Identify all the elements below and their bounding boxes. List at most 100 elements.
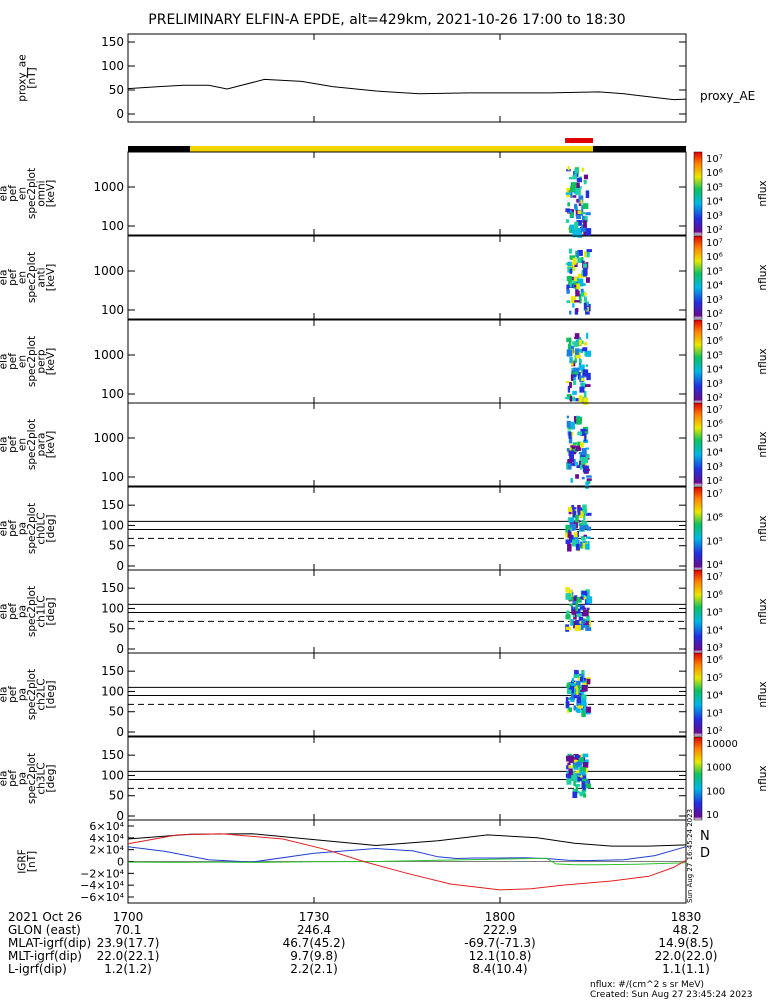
spec-panel-para-spec-pixel-68 [570,478,573,483]
spec-panel-anti-spec-pixel-9 [572,303,575,308]
pa-panel-ch0LC-spec-pixel-54 [579,525,584,532]
pa-panel-ch3LC-cbar-tick-3: 10 [706,810,719,821]
proxy-ae-line [127,78,687,101]
pa-panel-ch1LC-spec-pixel-69 [565,593,572,600]
pa-panel-ch1LC-spec-pixel-36 [583,596,588,600]
spec-panel-perp-spec-pixel-3 [565,381,570,384]
spec-panel-perp-yticklabel-0: 1000 [93,348,124,362]
spec-panel-anti-spec-pixel-57 [576,251,580,259]
spec-panel-para-ylabel-2: en [16,438,28,451]
pa-panel-ch2LC-spec-pixel-10 [576,700,582,709]
pa-panel-ch2LC-cbar-tick-0: 10⁶ [706,655,723,666]
spec-panel-para-spec-pixel-35 [566,448,570,452]
pa-panel-ch3LC-spec-pixel-53 [575,784,581,787]
spec-panel-perp-spec-pixel-24 [575,398,580,402]
info-row-4-value-2: 8.4(10.4) [472,962,527,976]
pa-panel-ch1LC-cbar-tick-1: 10⁶ [706,590,723,601]
spec-panel-para-spec-pixel-65 [567,459,573,464]
pa-panel-ch2LC-spec-pixel-59 [575,707,581,713]
spec-panel-perp-spec-pixel-29 [577,348,583,353]
pa-panel-ch0LC-spec-pixel-68 [582,504,587,513]
spec-panel-para-spec-pixel-18 [566,415,570,419]
pa-panel-ch2LC-spec-pixel-65 [570,683,577,687]
spec-panel-omni-spec-pixel-22 [580,210,584,216]
pa-panel-ch1LC-yticklabel-2: 50 [109,622,124,636]
spec-panel-para-spec-pixel-51 [584,431,589,434]
igrf-line-By [127,857,687,866]
spec-panel-perp-spec-pixel-42 [586,372,591,381]
pa-panel-ch3LC-spec-pixel-29 [575,790,580,794]
spec-panel-para-spec-pixel-20 [572,442,577,445]
pa-panel-ch2LC-frame [127,652,687,737]
pa-panel-ch3LC-spec-pixel-61 [568,755,574,763]
info-row-label-2: MLAT-igrf(dip) [8,936,91,950]
spec-panel-perp-spec-pixel-58 [578,395,583,403]
pa-panel-ch2LC-yticklabel-2: 50 [109,705,124,719]
pa-panel-ch2LC-ylabel-2: pa [16,688,28,701]
spec-panel-perp-spec-pixel-27 [585,384,591,387]
pa-panel-ch3LC-ylabel-0: ela [0,771,9,787]
spec-panel-omni-cbar-tick-2: 10⁵ [706,182,723,193]
pa-panel-ch3LC-spec-pixel-48 [584,759,589,765]
pa-panel-ch0LC-spec-pixel-66 [582,541,588,544]
pa-panel-ch3LC-spec-pixel-26 [578,760,582,768]
spec-panel-perp-colorbar [693,319,703,404]
spec-panel-anti-spec-pixel-61 [583,302,587,310]
spec-panel-omni-spec-pixel-40 [576,198,579,203]
spec-panel-para-spec-pixel-59 [577,431,583,436]
pa-panel-ch1LC-ylabel-2: pa [16,605,28,618]
pa-panel-ch0LC-spec-pixel-61 [575,514,579,523]
pa-panel-ch0LC-frame [127,486,687,571]
pa-panel-ch2LC-spec-pixel-60 [583,708,587,711]
spec-panel-perp-spec-pixel-52 [578,339,583,346]
pa-panel-ch2LC-spec-pixel-45 [586,678,591,685]
spec-panel-omni-spec-pixel-7 [570,190,573,198]
pa-panel-ch0LC-spec-pixel-56 [573,532,578,538]
pa-panel-ch0LC-spec-pixel-67 [570,527,573,531]
pa-panel-ch1LC-cbar-tick-3: 10⁴ [706,625,723,636]
spec-panel-para-spec-pixel-60 [580,456,586,465]
pa-panel-ch2LC-spec-pixel-31 [574,669,577,678]
pa-panel-ch0LC-ylabel-4: ch0LC [35,512,47,544]
pa-panel-ch1LC-spec-pixel-31 [580,605,585,610]
pa-panel-ch1LC-spec-pixel-35 [582,609,589,617]
spec-panel-para-spec-pixel-66 [575,445,581,451]
spec-panel-omni-spec-pixel-69 [567,166,570,171]
pa-panel-ch3LC-frame [127,736,687,821]
pa-panel-ch1LC-spec-pixel-33 [571,608,577,615]
pa-panel-ch2LC-cbar-label: nflux [757,681,769,707]
pa-panel-ch0LC-spec-pixel-53 [583,534,587,537]
spec-panel-anti-spec-pixel-53 [567,261,572,267]
pa-panel-ch0LC-cbar-tick-2: 10⁵ [706,536,723,547]
pa-panel-ch2LC-cbar-tick-1: 10⁵ [706,673,723,684]
pa-panel-ch1LC-spec-pixel-23 [571,596,577,601]
spec-panel-perp-spec-pixel-31 [572,380,577,385]
pa-panel-ch0LC-spec-pixel-58 [571,504,575,508]
spec-panel-para-spec-pixel-56 [586,478,592,481]
spec-panel-anti-spec-pixel-41 [568,248,573,254]
spec-panel-perp-spec-pixel-16 [583,390,587,399]
pa-panel-ch2LC-spec-pixel-30 [579,689,585,692]
pa-panel-ch0LC-spec-pixel-50 [583,524,589,530]
spec-panel-perp-cbar-tick-2: 10⁵ [706,350,723,361]
spec-panel-anti-spec-pixel-68 [572,257,577,265]
igrf-legend-d: D [700,846,710,861]
spec-panel-anti-colorbar [693,235,703,320]
pa-panel-ch3LC-yticklabel-0: 150 [101,748,124,762]
spec-panel-para-ylabel-4: para [35,433,47,457]
pa-panel-ch0LC-ylabel-1: pef [7,520,19,537]
pa-panel-ch3LC-spec-pixel-56 [582,762,589,768]
spec-panel-omni-spec-pixel-8 [578,203,582,206]
spec-panel-anti-spec-pixel-7 [579,298,582,304]
spec-panel-omni-spec-pixel-67 [583,179,587,183]
pa-panel-ch2LC-spec-pixel-61 [581,699,586,708]
spec-panel-omni-spec-pixel-60 [575,214,582,220]
spec-panel-perp-spec-pixel-9 [574,355,577,363]
spec-panel-para-spec-pixel-47 [567,463,572,470]
pa-panel-ch1LC-spec-pixel-57 [575,604,579,612]
igrf-panel-yticklabel-6: −6×10⁴ [80,891,124,904]
pa-panel-ch0LC-spec-pixel-24 [578,523,584,527]
pa-panel-ch2LC-ylabel-4: ch2LC [35,678,47,710]
pa-panel-ch2LC-ylabel-3: spec2plot [26,669,38,720]
pa-panel-ch0LC-spec-pixel-57 [567,506,573,512]
